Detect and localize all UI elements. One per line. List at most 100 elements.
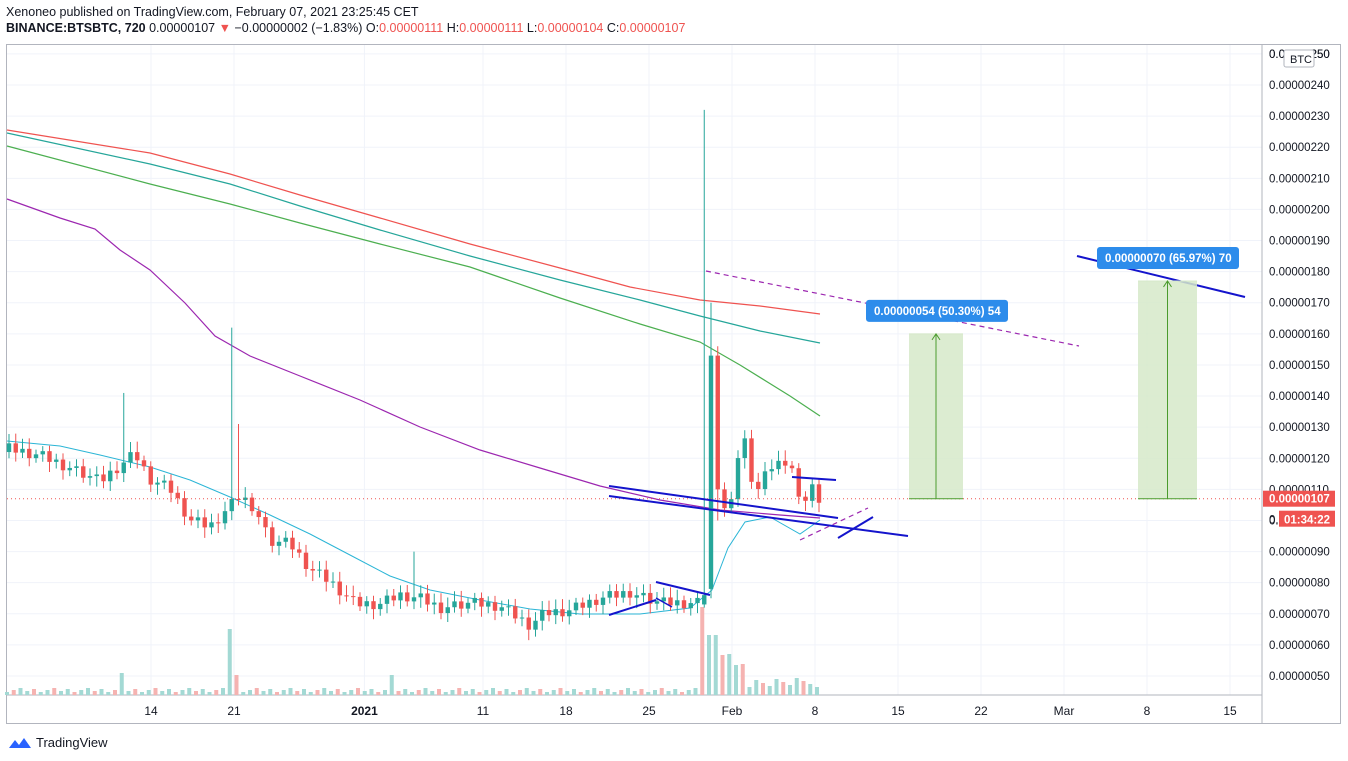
volume-bar <box>470 689 475 695</box>
volume-bar <box>518 690 522 695</box>
candle-body <box>472 597 477 603</box>
candle-body <box>324 569 329 582</box>
volume-bar <box>585 690 590 695</box>
volume-bar <box>693 688 698 695</box>
volume-bar <box>653 690 657 695</box>
candle-body <box>243 497 248 500</box>
volume-bars <box>5 607 819 695</box>
candle-body <box>681 600 687 609</box>
candle-body <box>398 592 403 601</box>
volume-bar <box>680 692 684 695</box>
volume-bar <box>187 688 192 695</box>
x-tick-label: 18 <box>559 704 573 718</box>
candle-body <box>465 602 471 609</box>
volume-bar <box>504 689 509 695</box>
volume-bar <box>106 692 111 695</box>
volume-bar <box>484 690 489 695</box>
candle-body <box>310 568 315 571</box>
tradingview-logo-icon <box>9 737 31 748</box>
volume-bar <box>416 690 421 695</box>
candle-body <box>715 355 720 490</box>
candle-body <box>553 609 558 616</box>
volume-bar <box>707 635 711 695</box>
candle-body <box>256 511 261 518</box>
volume-bar <box>450 690 455 695</box>
volume-bar <box>632 691 637 695</box>
volume-bar <box>234 675 239 695</box>
volume-bar <box>437 689 441 695</box>
volume-bar <box>646 692 651 695</box>
candle-body <box>195 517 201 521</box>
trend-line <box>608 485 839 519</box>
volume-bar <box>754 680 759 695</box>
candle-body <box>742 438 747 459</box>
y-tick-label: 0.00000060 <box>1269 640 1330 652</box>
candle-body <box>121 462 126 474</box>
price-target: 0.00000054 (50.30%) 54 <box>866 299 1008 500</box>
x-tick-label: 21 <box>227 704 241 718</box>
volume-bar <box>430 691 435 695</box>
candle-body <box>533 620 538 630</box>
candle-body <box>621 591 626 598</box>
volume-bar <box>315 690 320 695</box>
ma-line-teal <box>6 132 821 344</box>
currency-badge-label: BTC <box>1290 54 1312 66</box>
x-tick-label: Feb <box>722 704 743 718</box>
y-tick-label: 0.00000090 <box>1269 547 1330 559</box>
volume-bar <box>180 690 185 695</box>
volume-bar <box>153 688 158 695</box>
volume-bar <box>734 665 738 695</box>
candle-body <box>101 474 106 482</box>
x-tick-label: 14 <box>144 704 158 718</box>
candle-body <box>506 606 511 608</box>
candle-body <box>47 451 52 462</box>
candle-body <box>378 603 383 610</box>
volume-bar <box>119 673 124 695</box>
volume-bar <box>11 690 16 695</box>
price-target: 0.00000070 (65.97%) 70 <box>1097 246 1239 500</box>
volume-bar <box>599 691 603 695</box>
candle-body <box>573 602 579 611</box>
volume-bar <box>45 690 50 695</box>
x-tick-label: Mar <box>1054 704 1075 718</box>
volume-bar <box>538 689 543 695</box>
volume-bar <box>126 691 131 695</box>
candle-body <box>276 541 282 546</box>
volume-bar <box>241 692 246 695</box>
volume-bar <box>221 688 225 695</box>
candle-body <box>20 448 25 453</box>
candle-body <box>189 516 194 521</box>
candle-body <box>148 466 153 485</box>
volume-bar <box>25 691 30 695</box>
candle-body <box>303 552 309 569</box>
volume-bar <box>619 690 624 695</box>
volume-bar <box>322 688 327 695</box>
volume-bar <box>531 691 536 695</box>
candle-body <box>141 460 147 467</box>
candle-body <box>425 593 430 605</box>
candle-body <box>391 595 396 601</box>
trend-line <box>799 507 869 541</box>
volume-bar <box>477 692 482 695</box>
candle-body <box>803 496 808 501</box>
target-label-box <box>866 299 1008 322</box>
volume-bar <box>65 689 70 695</box>
candle-body <box>560 609 565 617</box>
volume-bar <box>639 689 644 695</box>
candle-body <box>438 602 444 614</box>
candle-body <box>108 470 113 482</box>
chart-frame[interactable] <box>6 44 1341 724</box>
volume-bar <box>565 691 570 695</box>
volume-bar <box>281 690 286 695</box>
volume-bar <box>423 688 428 695</box>
volume-bar <box>261 691 266 695</box>
low-label: L: <box>526 21 538 35</box>
candle-body <box>607 591 612 598</box>
candle-body <box>702 595 707 605</box>
volume-bar <box>808 684 813 695</box>
candles <box>6 109 822 641</box>
candle-body <box>33 454 39 459</box>
volume-bar <box>666 691 671 695</box>
candle-body <box>668 597 673 606</box>
